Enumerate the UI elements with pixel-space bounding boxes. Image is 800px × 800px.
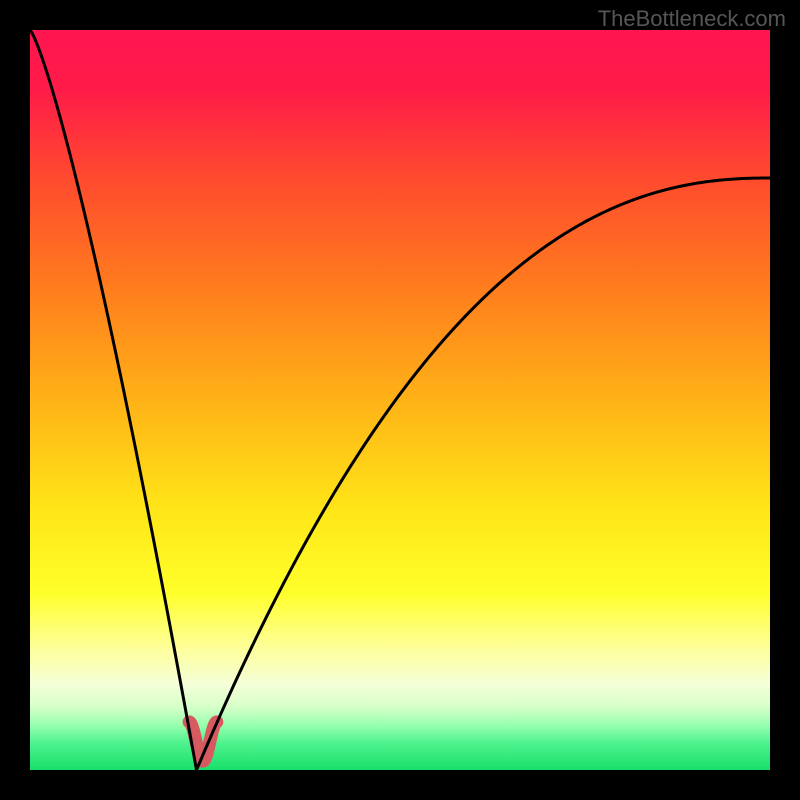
curve-main xyxy=(30,30,770,770)
plot-area xyxy=(30,30,770,770)
watermark-text: TheBottleneck.com xyxy=(598,6,786,32)
chart-container: TheBottleneck.com xyxy=(0,0,800,800)
curve-overlay xyxy=(30,30,770,770)
